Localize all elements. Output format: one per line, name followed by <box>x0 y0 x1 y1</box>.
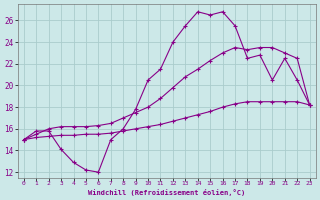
X-axis label: Windchill (Refroidissement éolien,°C): Windchill (Refroidissement éolien,°C) <box>88 189 245 196</box>
